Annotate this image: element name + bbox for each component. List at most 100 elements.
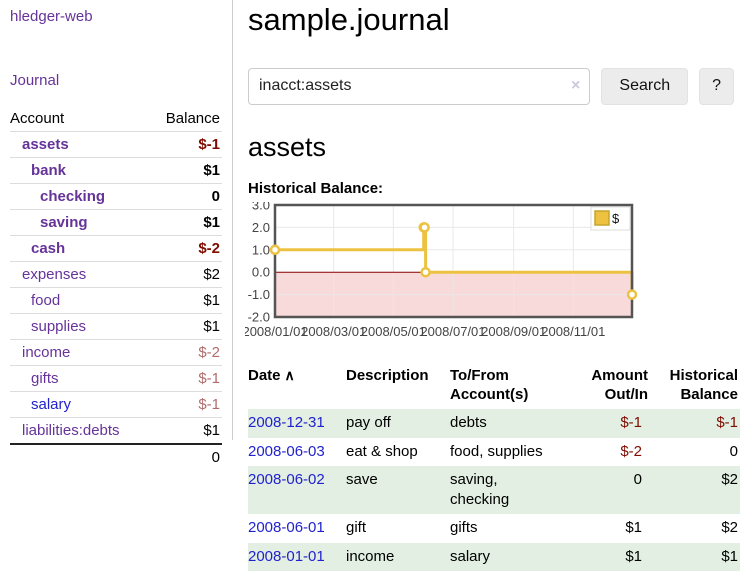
balance-column-header-register: Historical Balance: [669, 367, 738, 404]
plot-border: [273, 203, 634, 319]
transaction-date-link[interactable]: 2008-06-01: [248, 519, 325, 537]
account-balance: $-2: [198, 344, 220, 361]
x-axis-tick-label: 2008/01/01: [245, 324, 308, 339]
account-balance: $-1: [198, 396, 220, 413]
transaction-accounts-cell: salary: [450, 547, 491, 565]
sort-ascending-icon: ∧: [284, 367, 295, 384]
transaction-balance-cell: $2: [721, 519, 738, 537]
account-link-expenses[interactable]: expenses: [22, 266, 87, 283]
account-link-supplies[interactable]: supplies: [31, 318, 87, 335]
account-balance: $1: [203, 292, 220, 309]
date-column-header: Date ∧: [248, 367, 295, 385]
transaction-balance-cell: $1: [721, 547, 738, 565]
account-balance: $1: [203, 162, 220, 179]
account-balance: $1: [203, 422, 220, 439]
account-balance: $-2: [198, 240, 220, 257]
help-button[interactable]: ?: [699, 67, 734, 105]
transaction-amount-cell: $-1: [620, 414, 642, 432]
data-point-marker: [419, 222, 430, 233]
account-link-liabilities-debts[interactable]: liabilities:debts: [22, 422, 120, 439]
chart-container: $3.0 2.0 1.0 0.0 -1.0 -2.0 2008/01/01 2008/03/0…: [242, 198, 734, 348]
app-title-link[interactable]: hledger-web: [10, 8, 93, 25]
transaction-date-cell: 2008-06-03: [248, 438, 346, 466]
y-axis-tick-label: 1.0: [252, 242, 270, 257]
transaction-date-link[interactable]: 2008-06-02: [248, 470, 325, 488]
transaction-date-cell: 2008-12-31: [248, 409, 346, 437]
search-button[interactable]: Search: [601, 67, 689, 105]
account-link-bank[interactable]: bank: [31, 162, 67, 179]
transaction-balance-cell: $-1: [716, 414, 738, 432]
x-axis-tick-label: 2008/05/01: [361, 324, 426, 339]
x-axis-tick-label: 2008/11/01: [541, 324, 605, 339]
historical-balance-chart: $3.0 2.0 1.0 0.0 -1.0 -2.02008/01/012008/03/0…: [242, 198, 638, 339]
search-form: × Search ?: [248, 67, 734, 105]
transaction-date-cell: 2008-06-02: [248, 466, 346, 515]
transaction-amount-cell: $1: [625, 519, 642, 537]
transaction-date-link[interactable]: 2008-06-03: [248, 442, 325, 460]
accounts-total-balance: 0: [211, 449, 220, 466]
transaction-accounts-cell: saving, checking: [450, 470, 510, 509]
account-link-gifts[interactable]: gifts: [31, 370, 59, 387]
transaction-date-link[interactable]: 2008-01-01: [248, 547, 325, 565]
tofrom-column-header: To/From Account(s): [450, 367, 529, 404]
legend-swatch: [594, 210, 610, 226]
transaction-description-cell: eat & shop: [346, 442, 418, 460]
chart-title: Historical Balance:: [248, 180, 384, 198]
search-input[interactable]: [248, 67, 591, 105]
y-axis-tick-label: 3.0: [252, 202, 270, 213]
transaction-accounts-cell: gifts: [450, 519, 478, 537]
account-balance: $2: [203, 266, 220, 283]
register-table-body: 2008-12-31 pay off debts $-1 $-1 2008-06-03 ea…: [248, 409, 740, 571]
register-header-row: Date ∧ Description To/From Account(s) Amou…: [248, 362, 740, 409]
page-title: sample.journal: [248, 2, 450, 37]
legend-label: $: [612, 211, 620, 226]
account-link-food[interactable]: food: [31, 292, 61, 309]
account-link-assets[interactable]: assets: [22, 136, 69, 153]
transaction-balance-cell: 0: [729, 442, 738, 460]
account-link-salary[interactable]: salary: [31, 396, 72, 413]
y-axis-tick-label: -2.0: [248, 310, 270, 325]
account-link-income[interactable]: income: [22, 344, 71, 361]
transaction-date-cell: 2008-01-01: [248, 543, 346, 571]
balance-column-header: Balance: [165, 110, 220, 127]
accounts-total-row: 0: [10, 444, 222, 470]
transaction-description-cell: pay off: [346, 414, 391, 432]
account-row: expenses $2: [10, 261, 222, 288]
account-link-saving[interactable]: saving: [40, 214, 88, 231]
account-heading: assets: [248, 131, 327, 162]
register-row: 2008-01-01 income salary $1 $1: [248, 542, 740, 571]
y-axis-tick-label: -1.0: [248, 287, 270, 302]
data-point-marker: [626, 289, 638, 300]
sidebar-item-journal[interactable]: Journal: [10, 72, 60, 89]
transaction-description-cell: income: [346, 547, 395, 565]
account-row: cash $-2: [10, 235, 222, 262]
account-balance: $-1: [198, 136, 220, 153]
account-row: food $1: [10, 287, 222, 314]
register-row: 2008-06-02 save saving, checking 0 $2: [248, 465, 740, 515]
x-axis-tick-label: 2008/07/01: [420, 324, 485, 339]
account-row: checking 0: [10, 183, 222, 210]
account-row: gifts $-1: [10, 365, 222, 392]
account-row: salary $-1: [10, 391, 222, 418]
register-row: 2008-12-31 pay off debts $-1 $-1: [248, 409, 740, 438]
account-row: saving $1: [10, 209, 222, 236]
transaction-amount-cell: $1: [625, 547, 642, 565]
transaction-accounts-cell: food, supplies: [450, 442, 543, 460]
transaction-date-link[interactable]: 2008-12-31: [248, 414, 325, 432]
clear-search-icon[interactable]: ×: [571, 76, 581, 94]
transaction-amount-cell: 0: [633, 470, 642, 488]
account-link-checking[interactable]: checking: [40, 188, 106, 205]
amount-column-header: Amount Out/In: [591, 367, 648, 404]
transaction-description-cell: gift: [346, 519, 367, 537]
account-link-cash[interactable]: cash: [31, 240, 66, 257]
account-row: liabilities:debts $1: [10, 417, 222, 445]
data-point-marker: [420, 266, 431, 278]
register-row: 2008-06-01 gift gifts $1 $2: [248, 514, 740, 542]
transaction-description-cell: save: [346, 470, 378, 488]
register-row: 2008-06-03 eat & shop food, supplies $-2 0: [248, 438, 740, 466]
y-axis-tick-label: 0.0: [252, 265, 270, 280]
account-balance: $1: [203, 214, 220, 231]
account-column-header: Account: [10, 110, 65, 127]
transaction-amount-cell: $-2: [620, 442, 642, 460]
account-balance: $-1: [198, 370, 220, 387]
